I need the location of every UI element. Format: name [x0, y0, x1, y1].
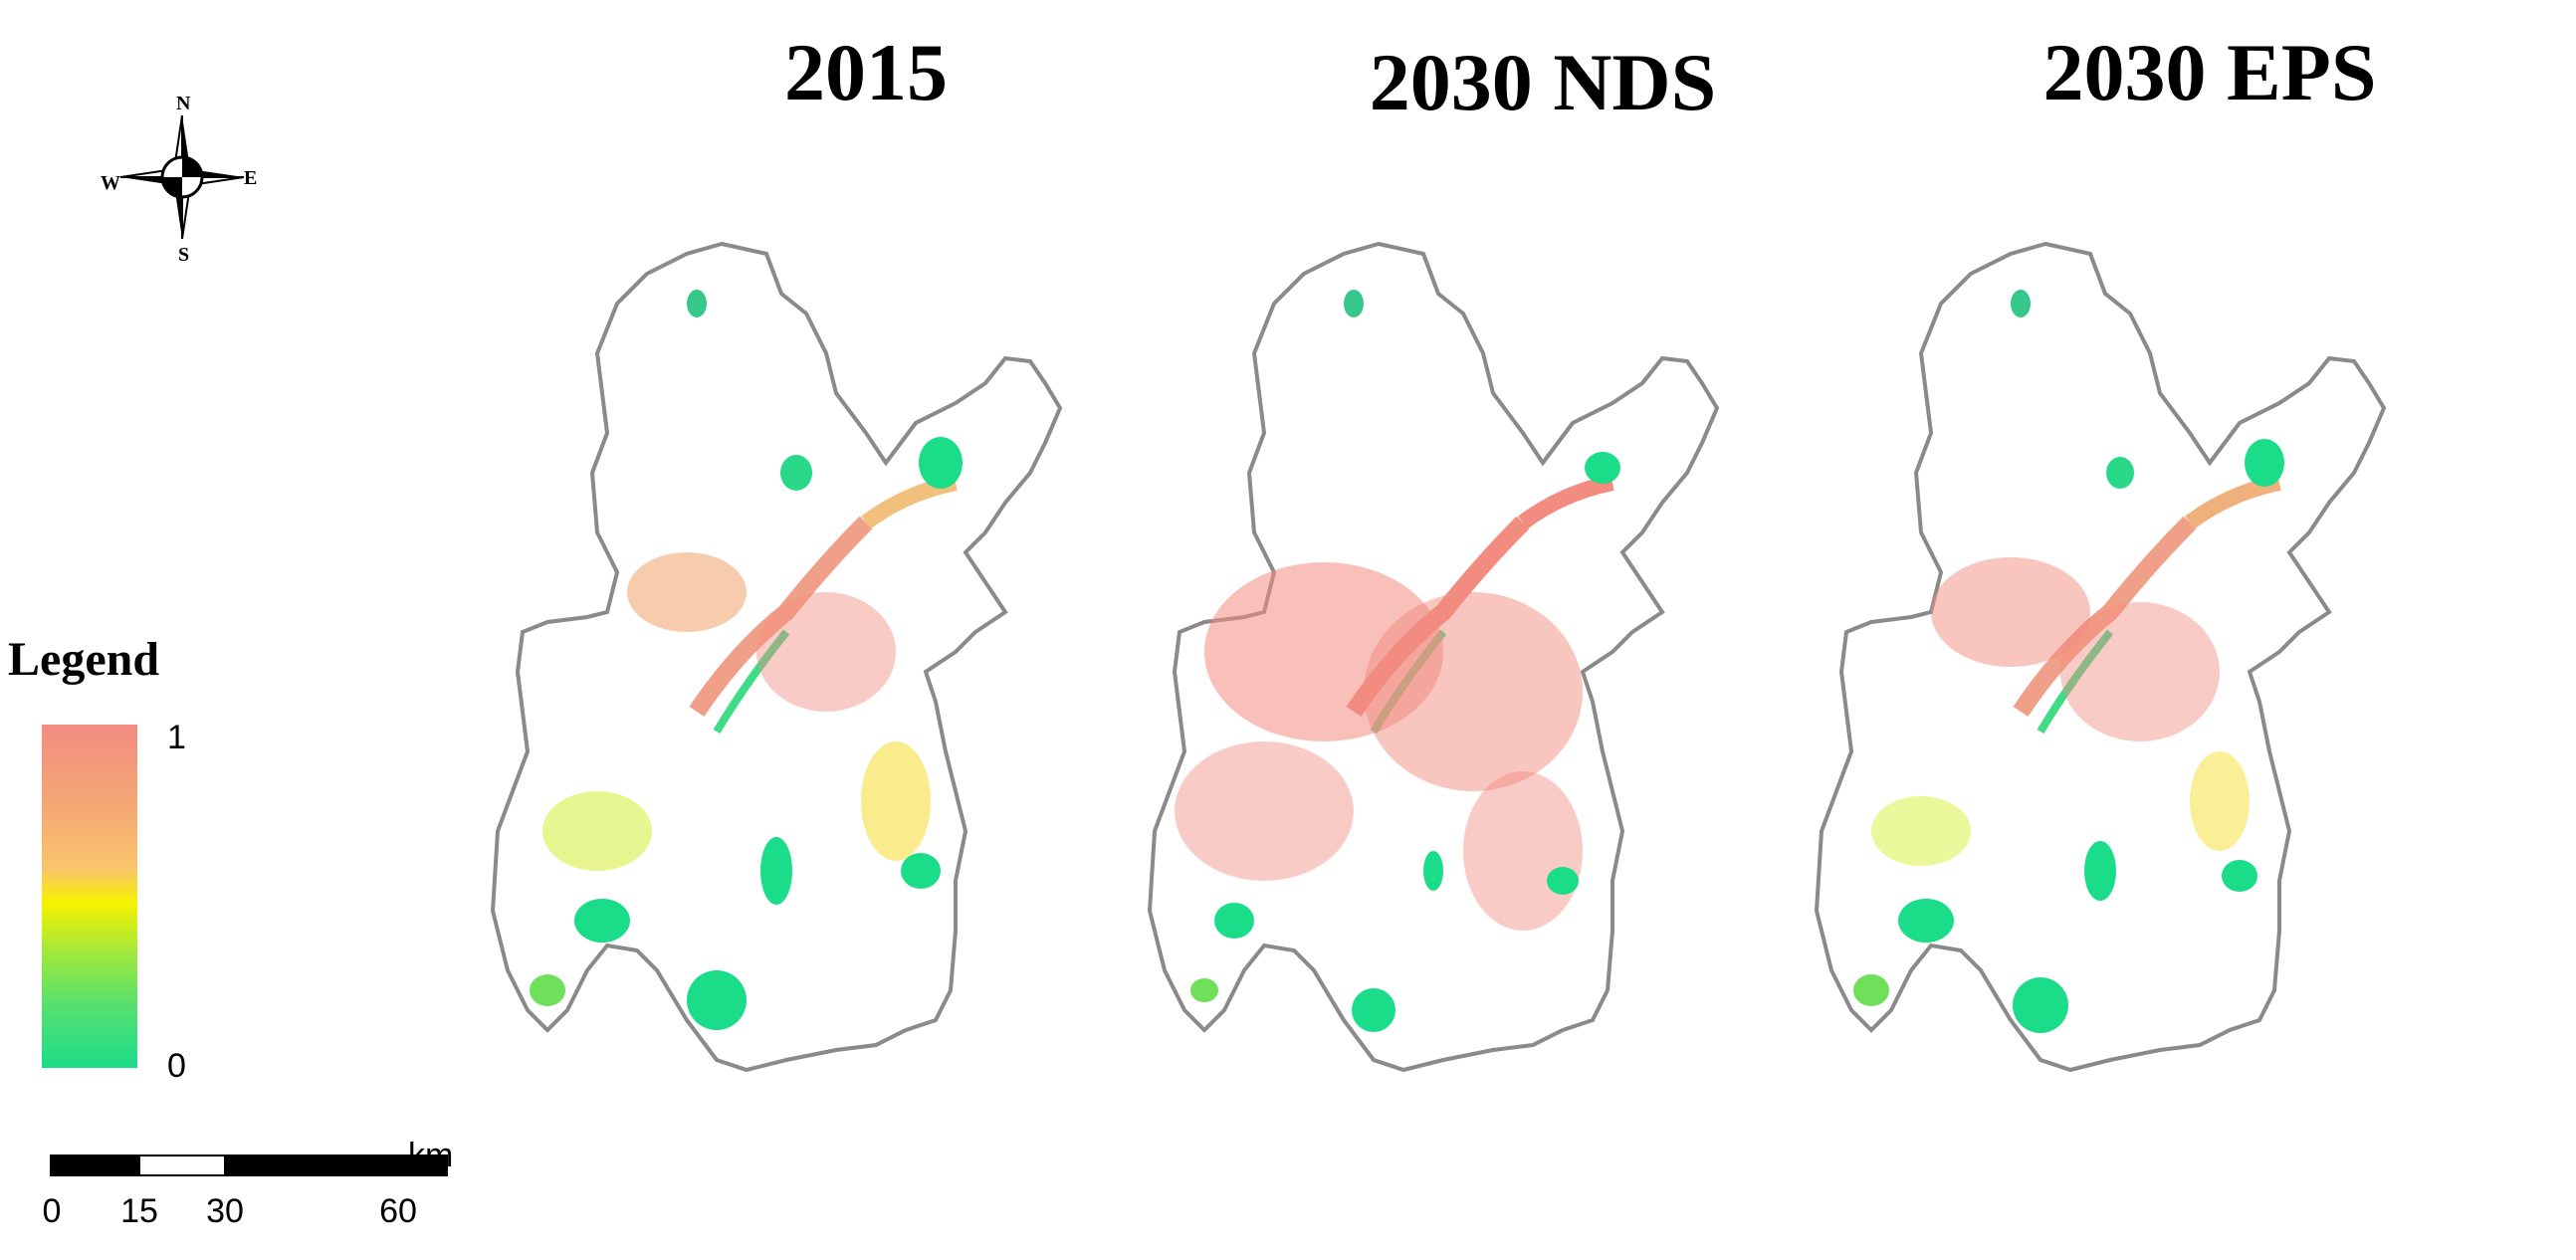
legend-max-label: 1 — [167, 719, 186, 756]
scale-tick-label: 15 — [120, 1192, 158, 1230]
raster-patches — [1853, 290, 2284, 1033]
compass-east-label: E — [244, 167, 257, 189]
scale-tick-label: 0 — [42, 1192, 62, 1230]
scale-bar — [50, 1155, 448, 1176]
compass-south-label: S — [178, 244, 189, 266]
legend-min-label: 0 — [167, 1047, 186, 1085]
compass-north-label: N — [176, 93, 191, 114]
panel-title-2030-eps: 2030 EPS — [2042, 27, 2377, 117]
map-panel-2030-nds — [1147, 241, 1720, 1073]
compass-west-label: W — [101, 172, 120, 194]
compass-rose-icon: N S E W — [101, 93, 257, 266]
panel-title-2015: 2015 — [784, 27, 948, 117]
map-panel-2030-eps — [1814, 241, 2387, 1073]
legend-color-ramp — [42, 725, 137, 1068]
raster-patches — [530, 290, 963, 1030]
raster-patches — [1175, 290, 1620, 1032]
panel-title-2030-nds: 2030 NDS — [1369, 37, 1717, 127]
legend-title: Legend — [8, 633, 160, 686]
scale-unit-label: km — [408, 1137, 454, 1174]
scale-tick-label: 30 — [206, 1192, 244, 1230]
scale-tick-label: 60 — [379, 1192, 417, 1230]
map-panel-2015 — [490, 241, 1063, 1073]
